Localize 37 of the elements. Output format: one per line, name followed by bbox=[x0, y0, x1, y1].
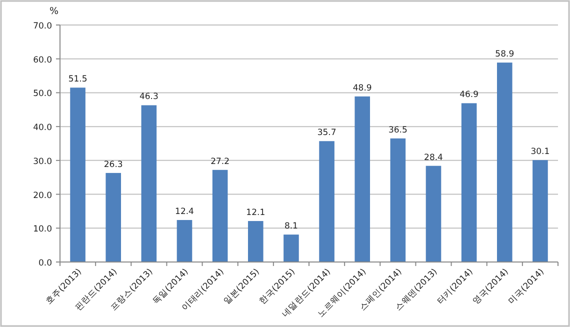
y-tick-label: 0.0 bbox=[38, 258, 52, 268]
data-label: 12.4 bbox=[175, 207, 194, 218]
bar bbox=[426, 166, 442, 262]
y-tick-label: 50.0 bbox=[33, 89, 52, 100]
data-label: 28.4 bbox=[424, 152, 443, 163]
bar bbox=[248, 221, 264, 262]
data-label: 48.9 bbox=[352, 83, 372, 94]
data-label: 8.1 bbox=[284, 222, 298, 232]
bar bbox=[354, 96, 370, 262]
data-label: 27.2 bbox=[210, 156, 230, 167]
data-label: 51.5 bbox=[68, 74, 88, 85]
bar bbox=[176, 220, 192, 262]
data-label: 12.1 bbox=[246, 208, 266, 218]
y-tick-label: 30.0 bbox=[33, 156, 52, 167]
data-label: 26.3 bbox=[104, 160, 123, 170]
data-label: 46.3 bbox=[139, 92, 158, 102]
data-label: 46.9 bbox=[460, 90, 479, 100]
bar bbox=[496, 62, 512, 262]
data-label: 36.5 bbox=[388, 125, 408, 136]
data-label: 58.9 bbox=[495, 50, 514, 60]
bar bbox=[532, 160, 548, 262]
bar bbox=[284, 234, 299, 262]
bar bbox=[212, 170, 228, 262]
bar bbox=[141, 105, 157, 262]
y-tick-label: 20.0 bbox=[33, 190, 52, 201]
y-tick-label: 70.0 bbox=[33, 22, 52, 32]
bar bbox=[106, 172, 122, 262]
y-tick-label: 40.0 bbox=[33, 123, 52, 134]
data-label: 30.1 bbox=[530, 147, 550, 158]
y-tick-label: 10.0 bbox=[33, 224, 52, 235]
bar bbox=[461, 103, 477, 262]
data-label: 35.7 bbox=[317, 128, 336, 138]
bar bbox=[319, 141, 334, 262]
y-tick-label: 60.0 bbox=[33, 55, 52, 66]
bar bbox=[390, 138, 406, 262]
y-axis-title: % bbox=[49, 6, 59, 17]
bar bbox=[70, 88, 86, 262]
